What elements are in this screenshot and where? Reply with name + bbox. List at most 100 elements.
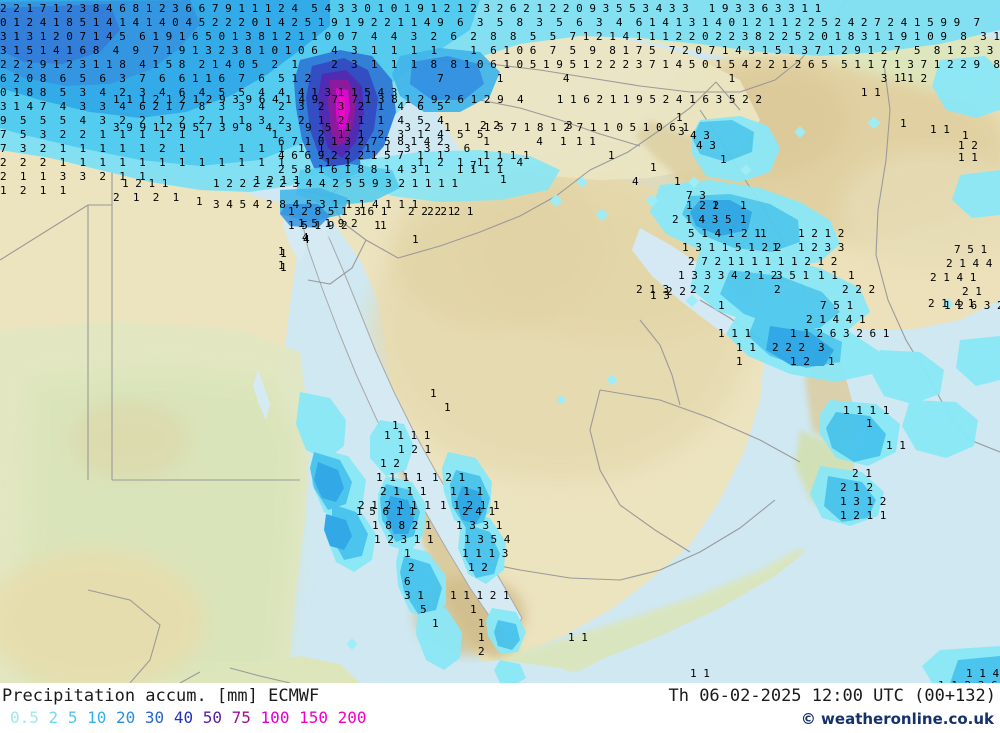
value-label: 2	[774, 283, 781, 296]
value-label: 2 1 4 4 1	[946, 257, 1000, 270]
scale-step-75: 75	[231, 708, 251, 727]
value-row: 3 1 5 1 4 1 6 8 4 9 7 1 9 1 3 2 3 8 1 0 …	[0, 44, 994, 57]
copyright-notice: © weatheronline.co.uk	[800, 710, 994, 728]
value-label: 2 1	[962, 285, 982, 298]
value-row: 2 5 8 1 6 1 8 8 1 4 3 1 1 1 1 1	[278, 163, 504, 176]
value-label: 1	[478, 617, 485, 630]
value-label: 1 5 6 1 1	[356, 505, 416, 518]
value-label: 1	[560, 135, 567, 148]
value-label: 2 1 1 1	[380, 485, 427, 498]
scale-gap	[289, 708, 299, 727]
value-label: 2 1 2	[840, 481, 874, 494]
value-label: 1	[900, 71, 907, 84]
value-label: 1 1 2 6 3 2 6 1	[790, 327, 890, 340]
value-label: 1	[404, 547, 411, 560]
map-graphics	[0, 0, 1000, 683]
value-row: 2 1 1 3 3 2 1 1	[0, 170, 146, 183]
precipitation-value-labels: 2 2 1 7 1 2 3 8 4 6 8 1 2 3 6 6 7 9 1 1 …	[0, 3, 1000, 683]
scale-step-50: 50	[202, 708, 222, 727]
value-label: 1 1 1 1	[376, 471, 423, 484]
value-label: 1 2 1 1	[840, 509, 887, 522]
value-label: 1	[848, 269, 855, 282]
scale-gap	[39, 708, 49, 727]
value-label: 1	[608, 149, 615, 162]
value-label: 4	[302, 231, 309, 244]
value-row: 7 3 2 1 1 1 1 1 2 1 1 1 1 1 1 1 1 3 3 3 …	[0, 142, 471, 155]
value-label: 2 2	[666, 285, 686, 298]
value-row: 1	[280, 247, 287, 260]
value-label: 2 1 4 4 1	[806, 313, 866, 326]
value-label: 1	[500, 173, 507, 186]
scale-gap	[135, 708, 145, 727]
value-row: 3 9 9 1 2 9 5 7 3 9 8 4 3 9 5 1 3 2 1 1 …	[113, 121, 690, 134]
value-label: 2 2 2	[772, 341, 806, 354]
value-label: 1 2	[790, 355, 810, 368]
value-row: 1 2 2 2 2 2 3 4 4 2 5 5 9 3 2 1 1 1 1	[213, 177, 459, 190]
value-label: 2 2 2	[842, 283, 876, 296]
value-label: 2 7 2 1	[688, 255, 735, 268]
value-label: 5 1 4 1 2 1	[688, 227, 761, 240]
value-label: 1	[478, 631, 485, 644]
scale-step-40: 40	[173, 708, 194, 727]
valid-datetime: Th 06-02-2025 12:00 UTC (00+132)	[668, 686, 996, 706]
value-row: 6 2 0 8 6 5 6 3 7 6 6 1 1 6 7 6 5 1 2 7 …	[0, 72, 928, 85]
precipitation-map[interactable]: 2 2 1 7 1 2 3 8 4 6 8 1 2 3 6 6 7 9 1 1 …	[0, 0, 1000, 683]
value-label: 2 4 1	[462, 505, 496, 518]
value-label: 1 2 1	[398, 443, 432, 456]
value-label: 1	[380, 219, 387, 232]
value-label: 7	[470, 159, 477, 172]
value-label: 2 1 4 1	[928, 297, 975, 310]
map-footer: Precipitation accum. [mm] ECMWF 0.5 2 5 …	[0, 683, 1000, 733]
value-label: 1	[392, 419, 399, 432]
value-label: 2 1 2 1 1 1	[358, 499, 431, 512]
value-label: 7 3	[686, 189, 706, 202]
value-label: 1 1 1	[450, 485, 484, 498]
value-label: 1	[900, 117, 907, 130]
value-label: 1 2	[468, 561, 488, 574]
value-row: 1 2 8 5 1 3 6 1 2 2 2 1	[288, 205, 474, 218]
scale-gap	[251, 708, 261, 727]
scale-gap	[77, 708, 87, 727]
scale-step-200: 200	[337, 708, 367, 727]
value-row: 1 2 1 1	[0, 184, 67, 197]
scale-gap	[328, 708, 338, 727]
value-label: 2	[408, 561, 415, 574]
value-label: 3 5 1	[776, 269, 810, 282]
value-label: 1 1 1 1	[843, 404, 890, 417]
scale-step-20: 20	[116, 708, 136, 727]
value-label: 1 1	[958, 151, 978, 164]
value-label: 1	[740, 199, 747, 212]
value-label: 1	[674, 175, 681, 188]
value-row: 1 5 1 9 2 1	[288, 219, 381, 232]
value-label: 1 1	[568, 631, 588, 644]
value-label: 1	[740, 213, 747, 226]
value-label: 1 3 1 2	[840, 495, 887, 508]
value-label: 2 1 4 3 5	[672, 213, 732, 226]
value-label: 1 1 1	[718, 327, 752, 340]
value-label: 3	[566, 119, 573, 132]
scale-gap	[106, 708, 116, 727]
value-label: 4 3	[696, 139, 716, 152]
map-title: Precipitation accum. [mm] ECMWF	[2, 686, 320, 706]
value-label: 1	[278, 259, 285, 272]
value-label: 1 2 2	[686, 199, 720, 212]
scale-step-2: 2	[48, 708, 59, 727]
scale-gap	[164, 708, 174, 727]
value-label: 1 1 4	[966, 667, 1000, 680]
value-label: 3	[678, 125, 685, 138]
value-label: 1 2 1 2	[798, 227, 845, 240]
scale-step-5: 5	[67, 708, 78, 727]
value-label: 3 1	[404, 589, 424, 602]
value-label: 1 1 1 1 1 2 1 2	[738, 255, 838, 268]
value-label: 1 1	[818, 269, 838, 282]
value-row: 6 7 1 0 1 3 2 7 5 8 1 4 2 1 4 1 1	[278, 135, 596, 148]
value-row: 2 2 2 9 1 2 3 1 1 8 4 1 5 8 2 1 4 0 5 2 …	[0, 58, 1000, 71]
value-label: 1	[828, 355, 835, 368]
value-label: 1 1	[886, 439, 906, 452]
value-label: 2	[478, 645, 485, 658]
value-label: 1 2	[380, 457, 400, 470]
value-label: 1 1 2 3 6 1	[938, 680, 1000, 683]
value-label: 4 3	[690, 129, 710, 142]
scale-gap	[58, 708, 68, 727]
value-label: 3	[818, 341, 825, 354]
